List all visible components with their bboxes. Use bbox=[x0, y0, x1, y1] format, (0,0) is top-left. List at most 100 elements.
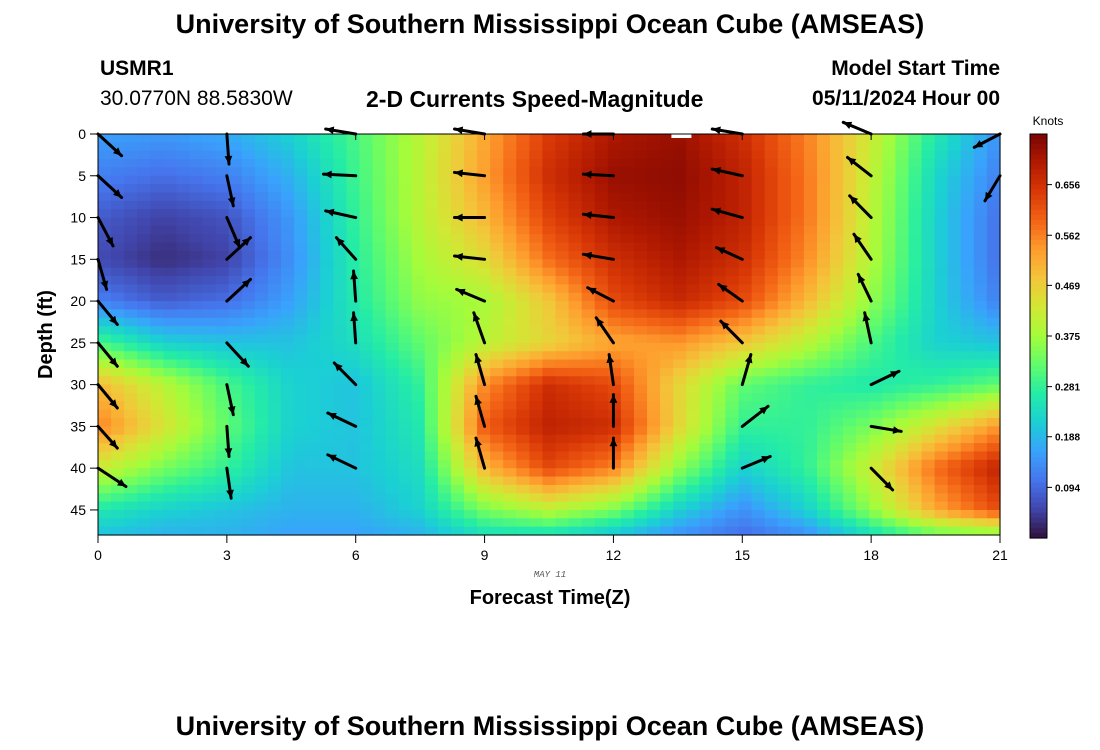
heatmap-cell bbox=[986, 484, 1001, 494]
current-vector-arrow bbox=[852, 232, 873, 261]
heatmap-cell bbox=[385, 184, 400, 194]
heatmap-cell bbox=[633, 167, 648, 177]
heatmap-cell bbox=[215, 142, 230, 152]
heatmap-cell bbox=[673, 392, 687, 402]
heatmap-cell bbox=[777, 259, 792, 269]
colorbar-segment bbox=[1030, 361, 1047, 367]
heatmap-cell bbox=[738, 142, 753, 152]
heatmap-cell bbox=[137, 367, 151, 377]
heatmap-cell bbox=[124, 242, 138, 252]
heatmap-cell bbox=[124, 200, 138, 210]
heatmap-cell bbox=[477, 476, 491, 486]
heatmap-cell bbox=[189, 284, 204, 294]
heatmap-cell bbox=[803, 526, 818, 536]
heatmap-cell bbox=[189, 384, 204, 394]
heatmap-cell bbox=[960, 384, 975, 394]
heatmap-cell bbox=[490, 342, 504, 352]
heatmap-cell bbox=[98, 317, 112, 327]
heatmap-cell bbox=[176, 142, 191, 152]
heatmap-cell bbox=[973, 334, 988, 344]
heatmap-cell bbox=[346, 259, 361, 269]
heatmap-cell bbox=[751, 426, 766, 436]
heatmap-cell bbox=[294, 250, 308, 260]
current-vector-arrow bbox=[225, 174, 236, 208]
heatmap-cell bbox=[215, 468, 230, 478]
heatmap-cell bbox=[359, 159, 374, 169]
heatmap-cell bbox=[202, 200, 217, 210]
heatmap-cell bbox=[424, 292, 439, 302]
heatmap-cell bbox=[947, 476, 962, 486]
heatmap-cell bbox=[856, 367, 870, 377]
heatmap-cell bbox=[856, 342, 870, 352]
heatmap-cell bbox=[281, 392, 295, 402]
heatmap-cell bbox=[725, 159, 740, 169]
heatmap-cell bbox=[751, 276, 766, 285]
heatmap-cell bbox=[921, 342, 936, 352]
heatmap-cell bbox=[254, 200, 269, 210]
heatmap-cell bbox=[333, 501, 347, 511]
heatmap-cell bbox=[568, 309, 583, 319]
heatmap-cell bbox=[712, 459, 727, 469]
heatmap-cell bbox=[594, 476, 609, 486]
heatmap-cell bbox=[594, 384, 609, 394]
heatmap-cell bbox=[215, 309, 230, 319]
heatmap-cell bbox=[790, 292, 805, 302]
heatmap-cell bbox=[973, 418, 988, 427]
heatmap-cell bbox=[346, 443, 361, 453]
vector-head bbox=[712, 126, 721, 135]
heatmap-cell bbox=[98, 459, 112, 469]
heatmap-cell bbox=[869, 250, 883, 260]
heatmap-cell bbox=[215, 401, 230, 411]
heatmap-cell bbox=[307, 309, 321, 319]
current-vector-arrow bbox=[96, 383, 119, 410]
heatmap-cell bbox=[725, 359, 740, 369]
heatmap-cell bbox=[686, 384, 700, 394]
heatmap-cell bbox=[333, 326, 347, 336]
heatmap-cell bbox=[320, 334, 334, 344]
heatmap-cell bbox=[228, 159, 243, 169]
heatmap-cell bbox=[98, 367, 112, 377]
heatmap-cell bbox=[450, 292, 465, 302]
heatmap-cell bbox=[529, 493, 544, 503]
heatmap-cell bbox=[647, 175, 661, 185]
heatmap-cell bbox=[712, 484, 727, 494]
heatmap-cell bbox=[124, 351, 138, 361]
heatmap-cell bbox=[647, 351, 661, 361]
heatmap-cell bbox=[372, 342, 387, 352]
current-vector-arrow bbox=[474, 353, 487, 387]
heatmap-cell bbox=[869, 326, 883, 336]
heatmap-cell bbox=[424, 242, 439, 252]
heatmap-cell bbox=[333, 250, 347, 260]
heatmap-cell bbox=[464, 142, 478, 152]
heatmap-cell bbox=[830, 184, 844, 194]
heatmap-cell bbox=[294, 468, 308, 478]
heatmap-cell bbox=[673, 200, 687, 210]
heatmap-cell bbox=[450, 234, 465, 244]
heatmap-cell bbox=[516, 376, 530, 386]
heatmap-cell bbox=[647, 409, 661, 419]
heatmap-cell bbox=[712, 476, 727, 486]
heatmap-cell bbox=[764, 292, 779, 302]
heatmap-cell bbox=[581, 518, 596, 528]
heatmap-cell bbox=[869, 134, 883, 143]
heatmap-cell bbox=[320, 150, 334, 160]
heatmap-cell bbox=[581, 267, 596, 277]
heatmap-cell bbox=[620, 351, 635, 361]
heatmap-cell bbox=[947, 150, 962, 160]
heatmap-cell bbox=[359, 267, 374, 277]
heatmap-cell bbox=[647, 250, 661, 260]
heatmap-cell bbox=[411, 309, 426, 319]
heatmap-cell bbox=[725, 292, 740, 302]
heatmap-cell bbox=[895, 351, 910, 361]
heatmap-cell bbox=[411, 175, 426, 185]
heatmap-cell bbox=[581, 317, 596, 327]
heatmap-cell bbox=[594, 418, 609, 427]
heatmap-cell bbox=[307, 468, 321, 478]
heatmap-cell bbox=[686, 434, 700, 444]
heatmap-cell bbox=[908, 459, 923, 469]
heatmap-cell bbox=[960, 426, 975, 436]
heatmap-cell bbox=[921, 443, 936, 453]
heatmap-cell bbox=[150, 175, 164, 185]
heatmap-cell bbox=[895, 392, 910, 402]
heatmap-cell bbox=[895, 292, 910, 302]
